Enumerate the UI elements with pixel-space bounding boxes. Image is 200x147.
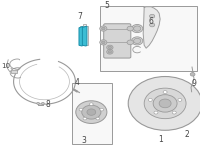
Circle shape xyxy=(150,23,155,27)
Text: 10: 10 xyxy=(1,63,10,69)
Circle shape xyxy=(148,98,152,101)
Circle shape xyxy=(107,50,113,54)
Circle shape xyxy=(190,73,195,76)
Circle shape xyxy=(82,105,101,119)
Polygon shape xyxy=(82,26,87,46)
Circle shape xyxy=(107,45,113,50)
Text: 9: 9 xyxy=(191,78,196,88)
Circle shape xyxy=(100,40,107,45)
Circle shape xyxy=(79,108,83,111)
Circle shape xyxy=(154,111,158,114)
FancyBboxPatch shape xyxy=(104,24,131,58)
Circle shape xyxy=(132,25,143,33)
Circle shape xyxy=(178,98,182,101)
Bar xyxy=(72,83,112,144)
Circle shape xyxy=(134,26,141,31)
Circle shape xyxy=(128,77,200,130)
Circle shape xyxy=(37,102,40,104)
Circle shape xyxy=(127,40,133,45)
Text: 1: 1 xyxy=(158,135,162,143)
Circle shape xyxy=(134,38,141,44)
Text: 5: 5 xyxy=(105,1,110,10)
Circle shape xyxy=(87,109,96,115)
Text: 4: 4 xyxy=(75,78,80,87)
Circle shape xyxy=(41,102,44,104)
Circle shape xyxy=(108,46,111,49)
Polygon shape xyxy=(143,7,160,48)
Circle shape xyxy=(159,99,171,108)
Text: 7: 7 xyxy=(77,12,82,21)
Circle shape xyxy=(150,14,155,18)
Bar xyxy=(83,24,86,26)
Circle shape xyxy=(132,37,143,45)
Circle shape xyxy=(144,88,186,119)
Text: 8: 8 xyxy=(45,100,50,109)
Circle shape xyxy=(108,51,111,53)
Circle shape xyxy=(96,117,100,120)
Bar xyxy=(11,70,17,73)
Bar xyxy=(80,26,88,45)
Circle shape xyxy=(83,117,87,120)
Circle shape xyxy=(172,111,176,114)
Circle shape xyxy=(127,26,133,31)
Circle shape xyxy=(76,101,107,123)
Polygon shape xyxy=(79,27,83,46)
Text: 2: 2 xyxy=(185,130,189,139)
Circle shape xyxy=(163,91,167,93)
Circle shape xyxy=(102,27,105,30)
Text: 3: 3 xyxy=(81,136,86,145)
Circle shape xyxy=(100,26,107,31)
Circle shape xyxy=(153,95,177,112)
Circle shape xyxy=(102,41,105,44)
Text: 6: 6 xyxy=(149,17,154,26)
Bar xyxy=(100,6,197,71)
Circle shape xyxy=(100,108,104,111)
Circle shape xyxy=(90,103,93,105)
